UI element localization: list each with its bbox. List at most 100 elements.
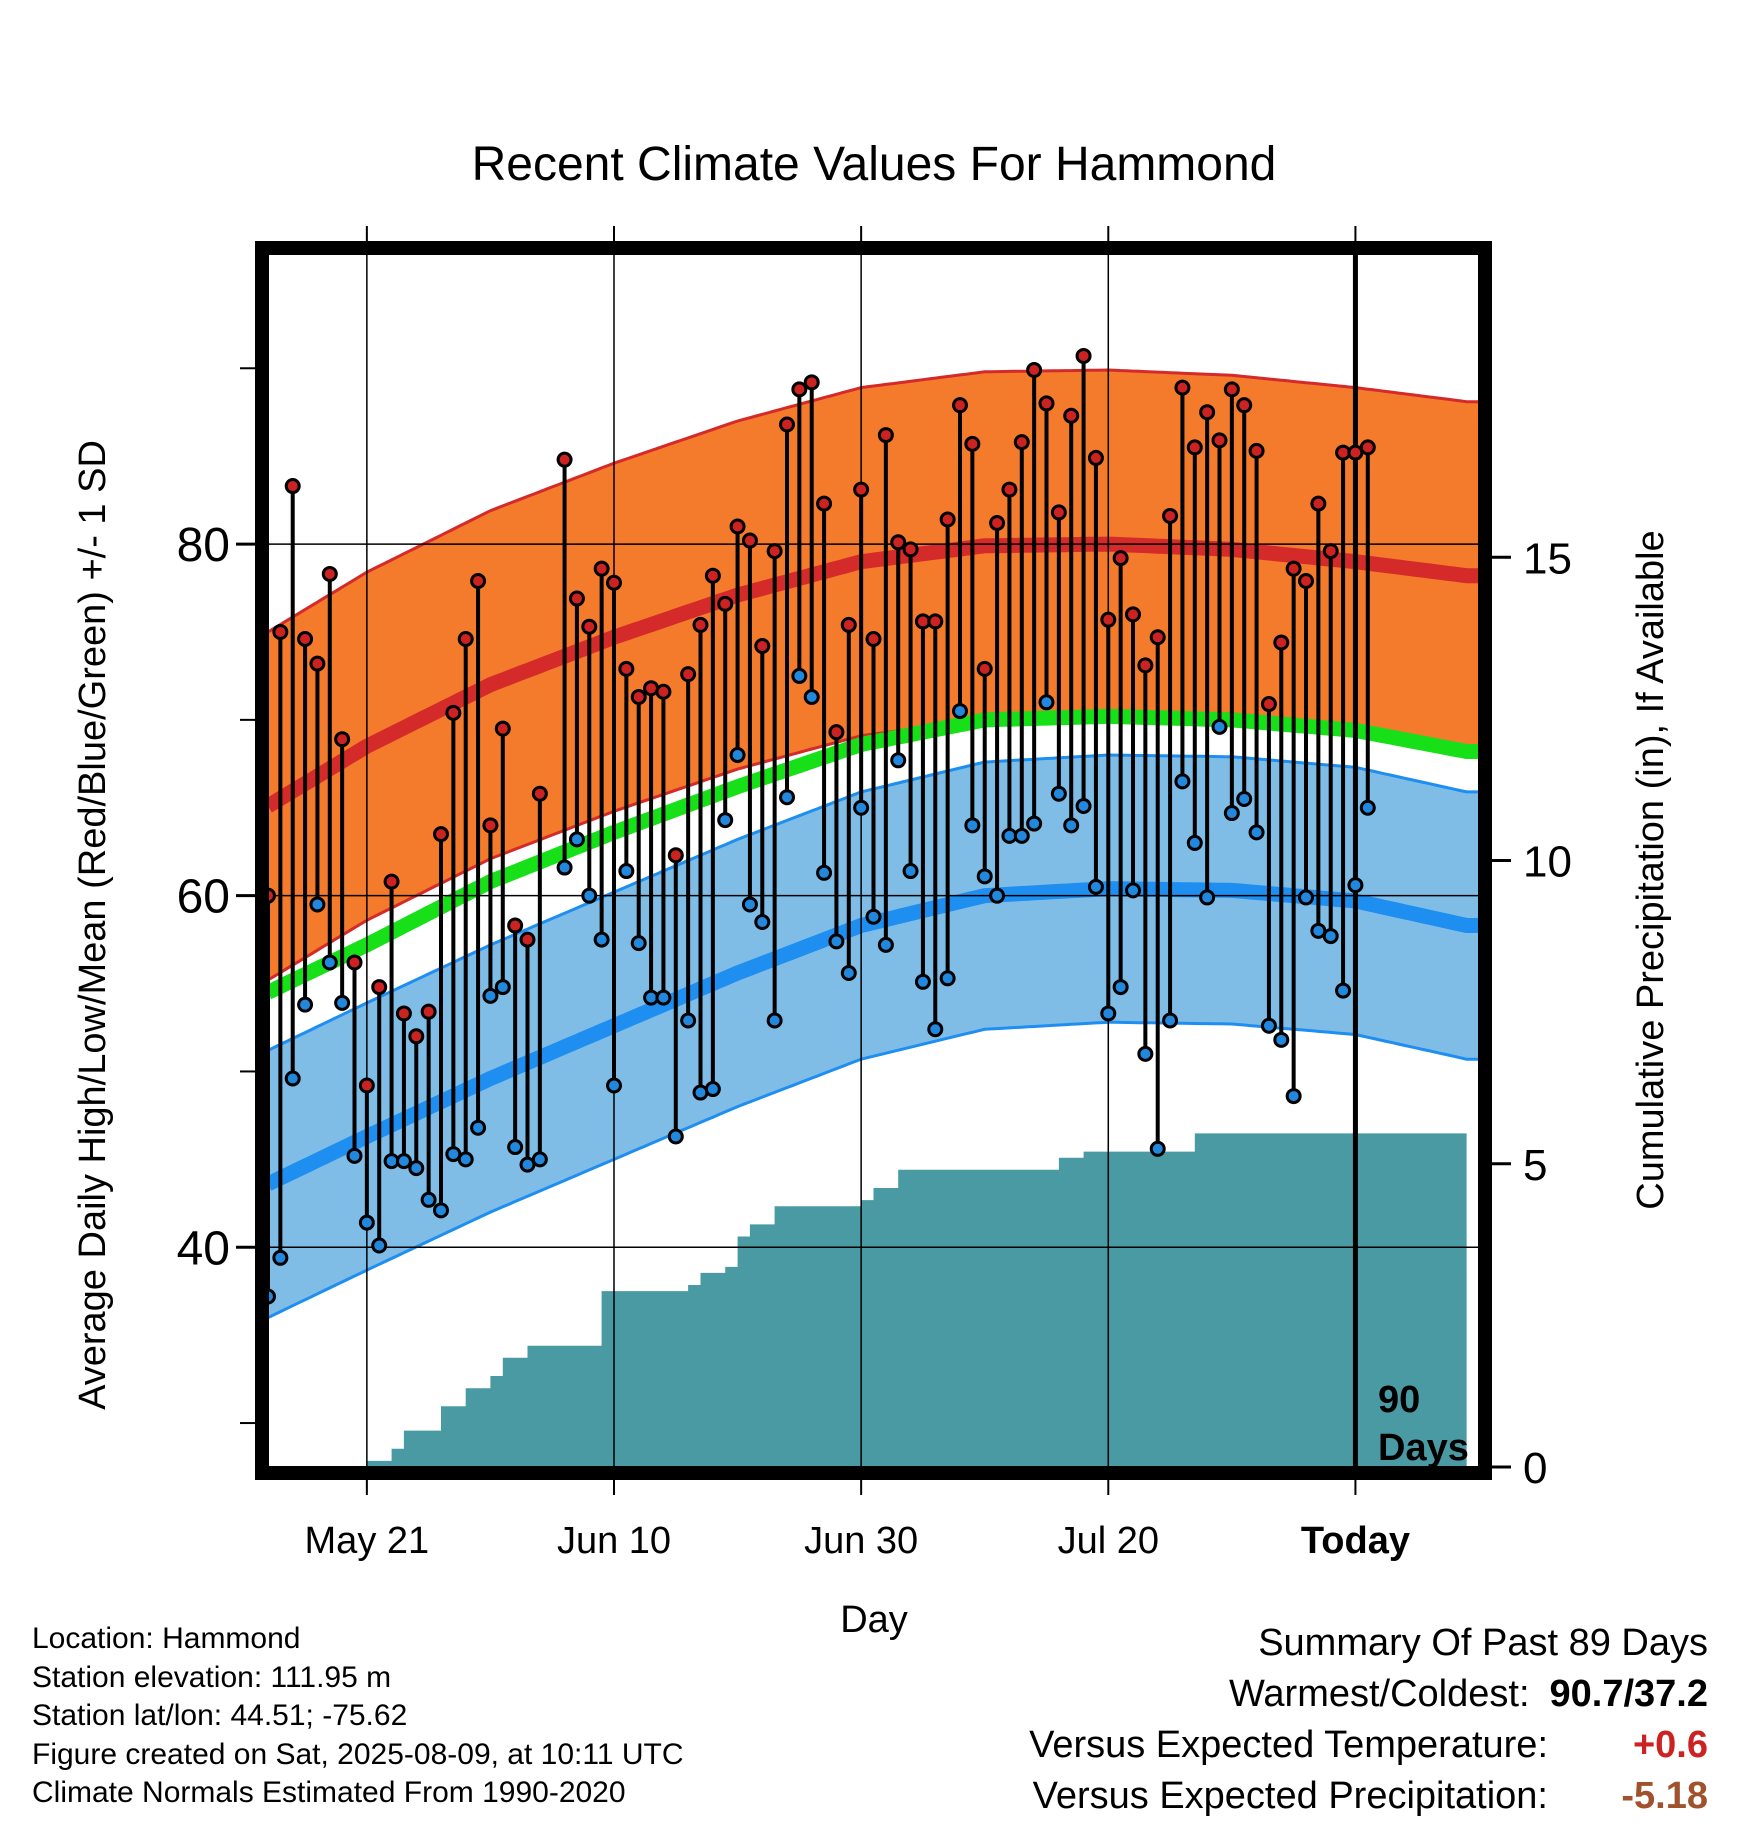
obs-high-point [556, 451, 573, 468]
obs-high-point [1087, 449, 1104, 466]
y-tick-label: 60 [177, 871, 230, 924]
obs-high-point [297, 630, 314, 647]
obs-high-point [1285, 560, 1302, 577]
obs-high-point [1298, 572, 1314, 589]
normals-text: Climate Normals Estimated From 1990-2020 [32, 1776, 626, 1809]
obs-high-point [433, 826, 449, 843]
plot-area: May 21 Jun 10 Jun 30 Jul 20 Today 40 60 80 0 5 10 1… [177, 226, 1572, 1562]
obs-high-point [1137, 657, 1154, 674]
obs-low-point [939, 970, 956, 987]
obs-high-point [655, 683, 672, 700]
obs-low-point [1248, 824, 1265, 841]
obs-high-point [470, 572, 487, 589]
obs-high-point [1223, 381, 1240, 398]
obs-low-point [433, 1202, 449, 1219]
obs-low-point [754, 914, 771, 931]
obs-high-point [408, 1028, 425, 1045]
obs-low-point [1236, 790, 1253, 807]
obs-low-point [1162, 1012, 1179, 1029]
obs-low-point [606, 1077, 622, 1094]
obs-high-point [420, 1003, 437, 1020]
obs-high-point [268, 887, 276, 904]
obs-high-point [976, 660, 993, 677]
obs-high-point [1260, 696, 1277, 713]
obs-low-point [729, 747, 746, 764]
y-right-axis-label: Cumulative Precipitation (in), If Availa… [1630, 530, 1672, 1209]
obs-high-point [1310, 495, 1327, 512]
y2-tick-label: 5 [1523, 1141, 1547, 1190]
obs-high-point [779, 416, 795, 433]
obs-low-point [1347, 877, 1364, 894]
normal-high-line [268, 536, 1479, 813]
obs-high-point [1001, 481, 1018, 498]
obs-high-point [791, 381, 808, 398]
x-axis-label: Day [840, 1599, 908, 1641]
obs-high-point [457, 630, 474, 647]
window-label-line1: 90 [1378, 1379, 1420, 1421]
obs-high-point [1063, 407, 1080, 424]
obs-high-point [890, 534, 907, 551]
obs-high-point [507, 917, 524, 934]
obs-low-point [309, 896, 326, 913]
temp-departure-label: Versus Expected Temperature: [1029, 1724, 1548, 1766]
obs-low-point [865, 908, 882, 925]
obs-low-point [704, 1081, 721, 1098]
precip-area [268, 1133, 1467, 1467]
x-tick-label: May 21 [305, 1520, 430, 1562]
y2-tick-label: 0 [1523, 1444, 1547, 1493]
obs-low-point [890, 752, 907, 769]
obs-high-point [853, 481, 870, 498]
x-tick-label: Today [1301, 1520, 1410, 1562]
obs-high-point [741, 532, 758, 549]
obs-high-point [1038, 395, 1055, 412]
obs-low-point [989, 887, 1006, 904]
y-tick-label: 40 [177, 1222, 230, 1275]
obs-low-point [766, 1012, 783, 1029]
obs-high-point [865, 630, 882, 647]
obs-high-point [902, 541, 919, 558]
obs-low-point [1223, 805, 1240, 822]
obs-high-point [667, 847, 684, 864]
obs-low-point [816, 864, 833, 881]
obs-low-point [779, 789, 795, 806]
obs-low-point [334, 994, 351, 1011]
obs-high-point [1075, 347, 1092, 364]
obs-high-point [1112, 550, 1129, 567]
obs-low-point [1174, 773, 1191, 790]
obs-low-point [964, 817, 981, 834]
x-tick-label: Jun 10 [557, 1520, 671, 1562]
location-text: Location: Hammond [32, 1622, 301, 1655]
obs-low-point [297, 996, 314, 1013]
obs-low-point [457, 1151, 474, 1168]
obs-low-point [1298, 889, 1314, 906]
obs-low-point [1335, 982, 1352, 999]
obs-high-point [593, 560, 610, 577]
obs-high-point [729, 518, 746, 535]
obs-low-point [914, 973, 931, 990]
obs-low-point [482, 987, 499, 1004]
obs-low-point [1186, 834, 1203, 851]
obs-low-point [1075, 798, 1092, 815]
obs-high-point [531, 785, 548, 802]
summary-panel: Summary Of Past 89 Days Warmest/Coldest:… [1029, 1618, 1708, 1822]
obs-high-point [1359, 439, 1376, 456]
obs-low-point [556, 859, 573, 876]
obs-low-point [321, 954, 338, 971]
obs-low-point [494, 979, 511, 996]
obs-high-point [568, 590, 585, 607]
obs-low-point [1013, 827, 1030, 844]
obs-high-point [581, 618, 598, 635]
temp-departure-value: +0.6 [1632, 1724, 1708, 1766]
obs-high-point [828, 724, 845, 741]
station-info: Location: Hammond Station elevation: 111… [32, 1620, 684, 1813]
obs-high-point [952, 397, 968, 414]
obs-low-point [1137, 1045, 1154, 1062]
obs-low-point [853, 799, 870, 816]
latlon-text: Station lat/lon: 44.51; -75.62 [32, 1699, 408, 1732]
obs-low-point [371, 1237, 388, 1254]
obs-low-point [877, 936, 894, 953]
obs-low-point [268, 1288, 276, 1305]
obs-low-point [828, 933, 845, 950]
obs-high-point [334, 731, 351, 748]
obs-low-point [531, 1151, 548, 1168]
